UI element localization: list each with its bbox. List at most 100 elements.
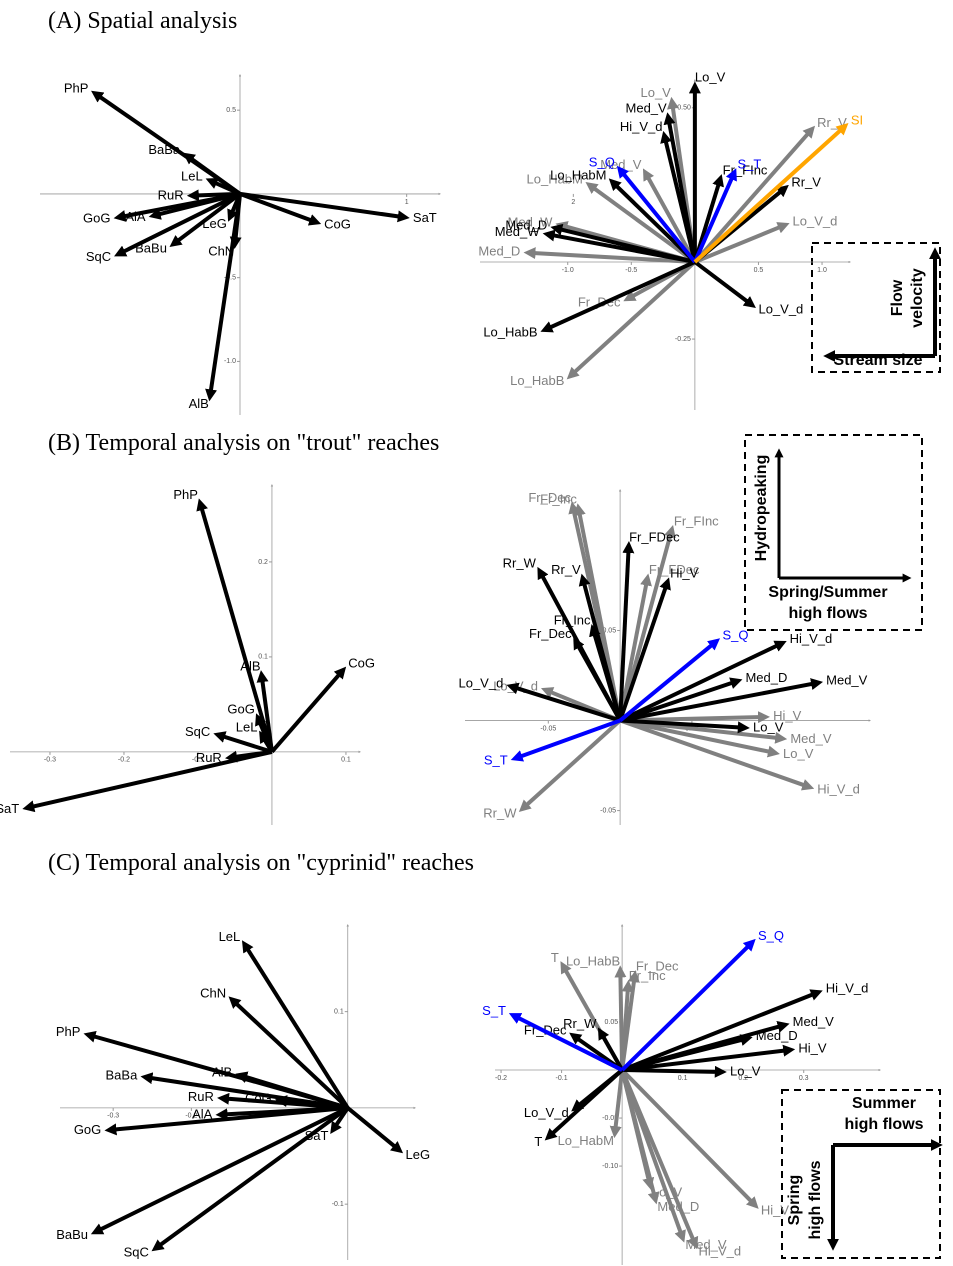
arrow [239,192,322,226]
arrow [618,638,721,723]
arrow [693,123,849,264]
arrow-label: Fr_Inc [540,492,577,507]
arrow [619,640,787,723]
arrow-label: Fr_Dec [529,626,572,641]
arrow [619,678,824,723]
arrow-label: BaBa [148,142,181,157]
x-tick-label: 1.0 [817,267,827,274]
section-heading: (C) Temporal analysis on "cyprinid" reac… [48,850,474,876]
y-tick-label: -0.5 [224,275,236,282]
arrow [609,1069,625,1139]
arrow-label: Med_V [826,673,868,688]
arrow [694,222,790,264]
arrow [620,1069,699,1250]
arrow-label: Med_D [756,1028,798,1043]
y-tick-label: -0.25 [675,336,691,343]
arrow-label: Med_V [793,1014,835,1029]
arrow-label: S_T [484,753,508,768]
arrow-label: GoG [74,1122,101,1137]
y-tick-label: 0.50 [677,105,691,112]
arrow [573,637,622,722]
arrow-label: GoG [227,702,254,717]
arrow [228,996,350,1110]
arrow [104,1105,348,1136]
arrow [508,1013,624,1072]
arrow-label: Hi_V [761,1203,790,1218]
arrow-label: LeG [202,216,227,231]
arrow-label: Lo_V [730,1064,761,1079]
y-tick-label: 0.1 [258,654,268,661]
y-tick-label: 0.5 [226,107,236,114]
key-box [744,434,923,631]
arrow [196,498,274,753]
x-tick-label: 2 [571,199,575,206]
arrow [620,1068,759,1209]
biplot: -1.0 -0.5 0.5 1.00.50-0.25Lo_VMed_VLo_HabMM… [478,70,863,410]
key-b: Hydropeaking Spring/Summer high flows [744,434,923,631]
y-tick-label: 0.05 [602,627,616,634]
arrow-label: Fr_Inc [629,968,666,983]
arrow-label: Lo_V [783,746,814,761]
arrow [620,1069,660,1205]
arrow-label: Hi_V_d [817,781,860,796]
arrow [620,938,756,1072]
arrow [169,192,242,248]
arrow [642,168,697,263]
biplot: -0.3 -0.2 0.1 -0.1 LeL ChN PhP AlB BaBa RuR AlA CoG… [56,924,430,1260]
arrow-label: Med_D [505,218,547,233]
arrow-label: ChN [200,986,226,1001]
arrow [510,718,621,762]
arrow-label: Med_W [495,224,541,239]
arrow-label: Fr_Dec [636,958,679,973]
arrow [619,718,815,791]
arrow-label: Rr_W [563,1016,597,1031]
arrow-label: SaT [413,210,437,225]
arrow-label: SaT [305,1128,329,1143]
x-tick-label: 0.2 [738,1075,748,1082]
arrow-label: RuR [188,1089,214,1104]
arrow [618,524,676,722]
key-label: Spring [786,1175,803,1226]
y-tick-label: -0.05 [600,807,616,814]
arrow-label: SI [851,112,863,127]
arrow-label: ChN [208,244,234,259]
arrow-label: LeL [236,719,258,734]
x-tick-label: -0.1 [556,1075,568,1082]
arrow-label: Fr_Dec [578,294,621,309]
arrow-label: SqC [185,724,210,739]
arrow-label: Med_W [508,214,554,229]
arrow-label: Lo_HabB [510,373,564,388]
y-tick-label: 0.05 [604,1019,618,1026]
arrow [205,193,242,402]
arrow-label: PhP [64,80,89,95]
arrow-label: S_Q [723,628,749,643]
arrow [597,1027,624,1072]
arrow-label: CoG [324,217,351,232]
key-label: Spring/Summer [768,584,887,601]
x-tick-label: 0.5 [754,267,764,274]
x-tick-label: -0.05 [540,725,556,732]
key-label: Flow [889,279,906,316]
key-box [781,1089,941,1259]
arrow-label: AlA [192,1107,213,1122]
arrow [235,1071,349,1110]
y-tick-label: -1.0 [224,358,236,365]
arrow [660,130,697,263]
arrow-label: LeL [219,929,241,944]
arrow [621,1044,796,1073]
arrow-label: RuR [158,187,184,202]
y-tick-label: 0.2 [258,559,268,566]
arrow-label: BaBu [56,1227,88,1242]
arrow-label: Rr_V [551,562,581,577]
arrow-label: Fr_FDec [629,529,680,544]
arrow [544,1068,624,1141]
arrow [346,1106,404,1154]
arrow-label: Fr_Inc [554,612,591,627]
arrow [114,192,241,257]
arrow-label: Hi_V [670,566,699,581]
arrow [90,1106,349,1235]
arrow-label: Lo_V [695,70,726,85]
x-tick-label: -0.2 [185,1113,197,1120]
y-tick-label: -0.1 [332,1201,344,1208]
arrow-label: BaBu [135,240,167,255]
